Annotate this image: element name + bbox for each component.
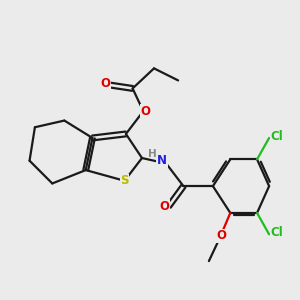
Text: Cl: Cl xyxy=(271,130,284,143)
Text: O: O xyxy=(216,229,226,242)
Text: N: N xyxy=(157,154,167,167)
Text: O: O xyxy=(160,200,170,213)
Text: O: O xyxy=(101,76,111,90)
Text: O: O xyxy=(140,105,150,118)
Text: H: H xyxy=(148,149,157,159)
Text: Cl: Cl xyxy=(271,226,284,239)
Text: S: S xyxy=(120,174,129,187)
